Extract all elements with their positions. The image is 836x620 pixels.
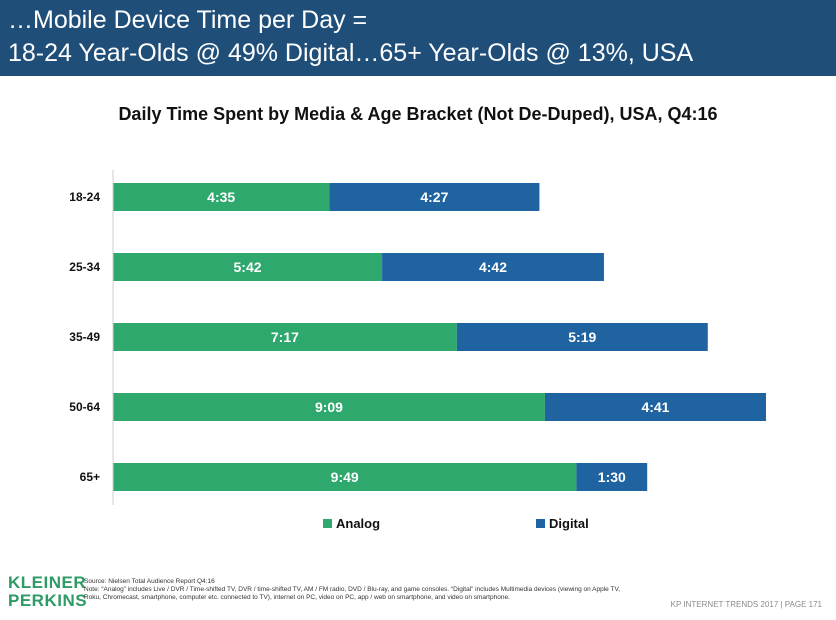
data-label-digital-65+: 1:30 <box>598 469 626 485</box>
kleiner-perkins-logo: KLEINER PERKINS <box>8 573 88 610</box>
data-label-digital-50-64: 4:41 <box>641 399 669 415</box>
bar-digital-35-49 <box>456 323 708 351</box>
legend-label-analog: Analog <box>336 516 381 531</box>
data-label-digital-25-34: 4:42 <box>479 259 507 275</box>
bar-analog-65+ <box>113 463 577 491</box>
definition-note: Note: “Analog” includes Live / DVR / Tim… <box>84 586 620 601</box>
legend-swatch-digital <box>536 519 545 528</box>
category-label-65+: 65+ <box>80 470 100 484</box>
data-label-analog-25-34: 5:42 <box>234 259 262 275</box>
chart-legend: Analog Digital <box>0 516 836 536</box>
data-label-analog-65+: 9:49 <box>331 469 359 485</box>
data-label-digital-35-49: 5:19 <box>568 329 596 345</box>
bar-analog-50-64 <box>113 393 545 421</box>
legend-label-digital: Digital <box>549 516 589 531</box>
logo-line-1: KLEINER <box>8 573 87 592</box>
logo-line-2: PERKINS <box>8 591 88 610</box>
legend-item-analog: Analog <box>323 516 380 531</box>
bar-digital-18-24 <box>329 183 540 211</box>
data-label-analog-50-64: 9:09 <box>315 399 343 415</box>
legend-swatch-analog <box>323 519 332 528</box>
data-label-digital-18-24: 4:27 <box>420 189 448 205</box>
chart-title: Daily Time Spent by Media & Age Bracket … <box>118 104 718 124</box>
data-label-analog-35-49: 7:17 <box>271 329 299 345</box>
data-label-analog-18-24: 4:35 <box>207 189 235 205</box>
bar-analog-35-49 <box>113 323 457 351</box>
legend-item-digital: Digital <box>536 516 589 531</box>
bar-digital-50-64 <box>544 393 766 421</box>
category-label-50-64: 50-64 <box>69 400 100 414</box>
footnote: Source: Nielsen Total Audience Report Q4… <box>84 578 624 602</box>
category-label-35-49: 35-49 <box>69 330 100 344</box>
bar-analog-25-34 <box>113 253 383 281</box>
page-number: KP INTERNET TRENDS 2017 | PAGE 171 <box>670 600 822 609</box>
bar-digital-25-34 <box>382 253 604 281</box>
slide-title-line-1: …Mobile Device Time per Day = <box>8 6 368 34</box>
slide-title-line-2: 18-24 Year-Olds @ 49% Digital…65+ Year-O… <box>8 39 694 67</box>
category-label-18-24: 18-24 <box>69 190 100 204</box>
category-label-25-34: 25-34 <box>69 260 100 274</box>
slide-header: …Mobile Device Time per Day = 18-24 Year… <box>0 0 836 76</box>
bar-analog-18-24 <box>113 183 330 211</box>
bar-digital-65+ <box>576 463 648 491</box>
source-note: Source: Nielsen Total Audience Report Q4… <box>84 578 215 585</box>
